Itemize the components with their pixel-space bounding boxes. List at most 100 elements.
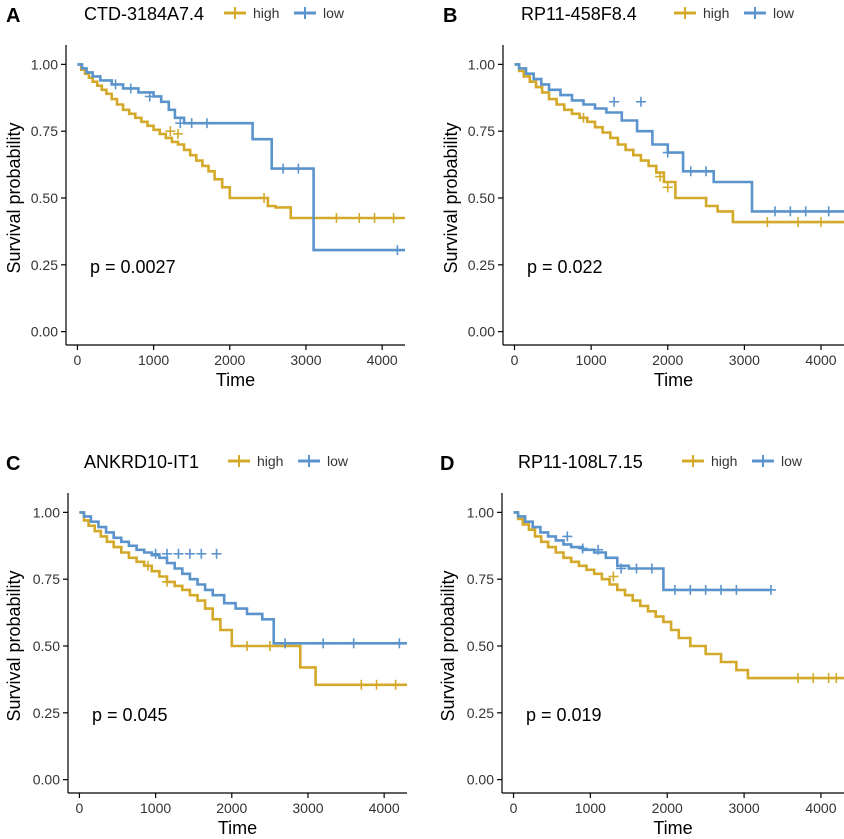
censor-mark-high — [762, 217, 773, 228]
censor-mark-high — [390, 679, 401, 690]
censor-mark-low — [800, 206, 811, 217]
y-tick-label: 0.50 — [467, 638, 494, 654]
y-tick-label: 1.00 — [33, 504, 60, 520]
censor-mark-high — [662, 182, 673, 193]
censor-mark-low — [701, 166, 712, 177]
y-tick-label: 0.50 — [468, 190, 495, 206]
censor-mark-high — [172, 128, 183, 139]
p-value-annotation: p = 0.019 — [526, 705, 602, 725]
censor-mark-low — [196, 548, 207, 559]
censor-mark-low — [125, 83, 136, 94]
censor-mark-high — [371, 679, 382, 690]
censor-mark-high — [369, 213, 380, 224]
chart-title: CTD-3184A7.4 — [84, 4, 204, 24]
legend-label: high — [711, 453, 737, 469]
censor-mark-high — [142, 560, 153, 571]
km-curve-high — [77, 63, 405, 220]
censor-mark-low — [609, 96, 620, 107]
panel-c: C ANKRD10-IT1 high low 0.00 0.25 0.50 0.75 1.00 0… — [4, 452, 407, 838]
x-tick-label: 3000 — [290, 352, 321, 368]
km-curve-high — [513, 511, 844, 680]
censor-mark-high — [162, 576, 173, 587]
x-tick-label: 0 — [511, 352, 519, 368]
censor-mark-low — [662, 147, 673, 158]
y-tick-label: 0.00 — [33, 772, 60, 788]
panel-letter: B — [443, 5, 457, 27]
censor-mark-low — [685, 166, 696, 177]
y-tick-label: 1.00 — [31, 56, 58, 72]
y-tick-label: 0.00 — [468, 324, 495, 340]
censor-mark-low — [150, 548, 161, 559]
x-tick-label: 4000 — [805, 800, 836, 816]
chart-title: RP11-458F8.4 — [521, 4, 637, 24]
x-tick-label: 2000 — [216, 800, 247, 816]
censor-mark-high — [816, 217, 827, 228]
censor-mark-high — [655, 171, 666, 182]
x-axis-label: Time — [218, 818, 257, 838]
y-tick-label: 1.00 — [467, 504, 494, 520]
p-value-annotation: p = 0.045 — [92, 705, 168, 725]
censor-mark-low — [669, 584, 680, 595]
censor-mark-low — [110, 79, 121, 90]
y-axis-label: Survival probability — [4, 122, 24, 273]
censor-mark-high — [831, 673, 842, 684]
censor-mark-low — [394, 638, 405, 649]
censor-mark-low — [631, 563, 642, 574]
y-tick-label: 0.75 — [33, 571, 60, 587]
km-curve-high — [514, 63, 844, 224]
y-tick-label: 0.25 — [33, 705, 60, 721]
censor-mark-high — [165, 126, 176, 137]
legend-label: low — [773, 5, 795, 21]
censor-mark-low — [635, 96, 646, 107]
km-curve-low — [79, 511, 407, 645]
censor-mark-low — [562, 531, 573, 542]
legend-item-high: high — [228, 453, 283, 469]
y-tick-label: 0.50 — [31, 190, 58, 206]
legend-item-low: low — [752, 453, 803, 469]
censor-mark-high — [808, 673, 819, 684]
x-tick-label: 2000 — [652, 352, 683, 368]
x-tick-label: 1000 — [138, 352, 169, 368]
legend-item-high: high — [674, 5, 729, 21]
y-tick-label: 0.00 — [467, 772, 494, 788]
censor-mark-high — [259, 193, 270, 203]
x-tick-label: 2000 — [214, 352, 245, 368]
censor-mark-high — [242, 641, 253, 651]
censor-mark-low — [731, 584, 742, 595]
x-tick-label: 0 — [76, 800, 84, 816]
y-tick-label: 0.25 — [468, 257, 495, 273]
p-value-annotation: p = 0.0027 — [90, 257, 176, 277]
x-tick-label: 3000 — [729, 352, 760, 368]
censor-mark-low — [184, 548, 195, 559]
censor-mark-low — [186, 118, 197, 129]
y-tick-label: 1.00 — [468, 56, 495, 72]
censor-mark-high — [793, 217, 804, 228]
censor-mark-high — [331, 213, 342, 224]
censor-mark-low — [785, 206, 796, 217]
legend-item-low: low — [294, 5, 345, 21]
legend-item-high: high — [682, 453, 737, 469]
km-curve-low — [77, 63, 405, 252]
censor-mark-high — [608, 571, 619, 582]
censor-mark-high — [792, 673, 803, 684]
x-tick-label: 1000 — [575, 800, 606, 816]
censor-mark-low — [318, 638, 329, 649]
chart-title: ANKRD10-IT1 — [84, 452, 199, 472]
x-axis-label: Time — [654, 370, 693, 390]
censor-mark-low — [278, 163, 289, 174]
censor-mark-low — [716, 584, 727, 595]
legend-item-low: low — [298, 453, 349, 469]
censor-mark-low — [685, 584, 696, 595]
censor-mark-low — [201, 118, 212, 129]
censor-mark-high — [388, 213, 399, 224]
censor-mark-low — [770, 206, 781, 217]
y-axis-label: Survival probability — [441, 122, 461, 273]
legend-label: high — [703, 5, 729, 21]
y-tick-label: 0.25 — [31, 257, 58, 273]
panel-letter: A — [6, 5, 20, 27]
censor-mark-low — [392, 245, 403, 256]
censor-mark-low — [616, 563, 627, 574]
censor-mark-low — [348, 638, 359, 649]
legend-label: low — [781, 453, 803, 469]
